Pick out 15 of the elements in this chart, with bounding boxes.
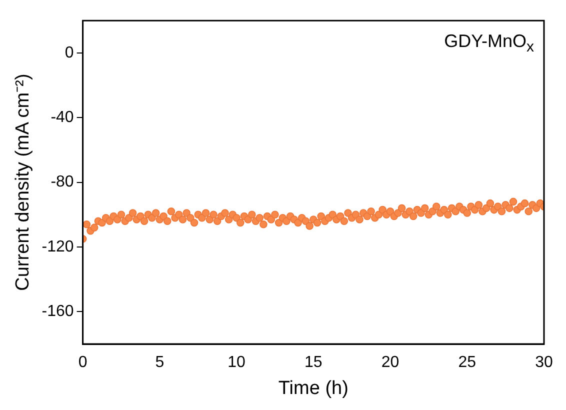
x-tick-label: 25 xyxy=(458,354,476,372)
y-axis-title: Current density (mA cm⁻²) xyxy=(12,74,34,291)
annotation: GDY-MnO$_{x}$ xyxy=(444,30,534,56)
y-tick-label: -80 xyxy=(50,174,74,191)
x-axis-title: Time (h) xyxy=(278,378,348,399)
y-tick-label: -160 xyxy=(42,303,74,320)
x-tick-label: 20 xyxy=(381,354,400,372)
y-tick-label: -40 xyxy=(50,109,74,126)
x-tick-label: 30 xyxy=(535,354,553,372)
x-tick-label: 0 xyxy=(78,354,88,372)
x-tick-label: 15 xyxy=(304,354,322,372)
x-tick-label: 5 xyxy=(155,354,164,372)
y-tick-label: 0 xyxy=(64,44,74,62)
x-tick-label: 10 xyxy=(228,354,246,372)
y-tick-label: -120 xyxy=(42,238,74,256)
